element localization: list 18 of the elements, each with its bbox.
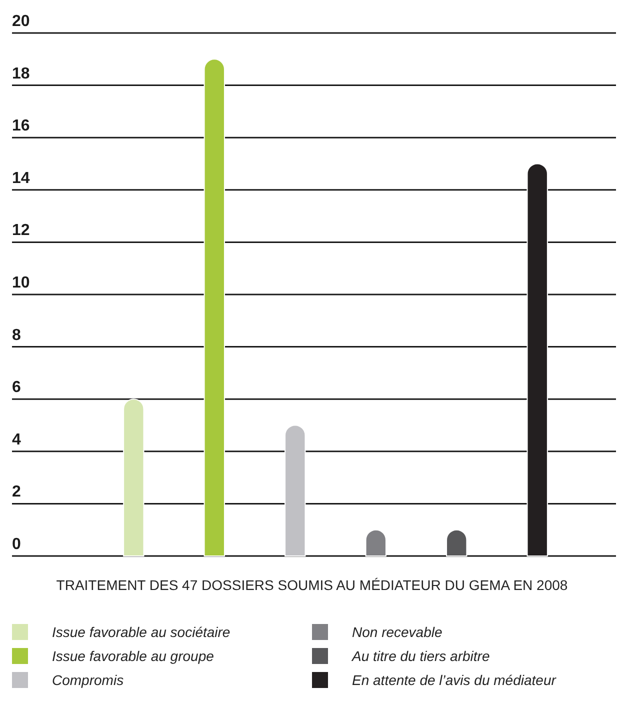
y-tick-label: 2 bbox=[12, 484, 21, 501]
legend-label: Non recevable bbox=[352, 624, 442, 640]
legend-label: En attente de l’avis du médiateur bbox=[352, 672, 558, 688]
y-tick-label: 6 bbox=[12, 379, 21, 396]
legend-label: Au titre du tiers arbitre bbox=[351, 648, 490, 664]
legend-label: Issue favorable au sociétaire bbox=[52, 624, 230, 640]
y-tick-label: 4 bbox=[12, 431, 21, 448]
y-tick-label: 10 bbox=[12, 274, 30, 292]
y-tick-label: 16 bbox=[12, 118, 30, 135]
y-tick-label: 0 bbox=[12, 536, 21, 553]
legend-label: Issue favorable au groupe bbox=[52, 648, 214, 664]
y-tick-label: 8 bbox=[12, 326, 21, 344]
y-tick-label: 14 bbox=[12, 170, 30, 187]
y-tick-label: 18 bbox=[12, 65, 30, 82]
y-tick-label: 12 bbox=[12, 222, 30, 240]
x-axis-title: TRAITEMENT DES 47 DOSSIERS SOUMIS AU MÉDIATEUR DU GEMA EN 2008 bbox=[56, 577, 568, 593]
y-tick-label: 20 bbox=[12, 13, 30, 30]
legend-label: Compromis bbox=[52, 672, 124, 688]
